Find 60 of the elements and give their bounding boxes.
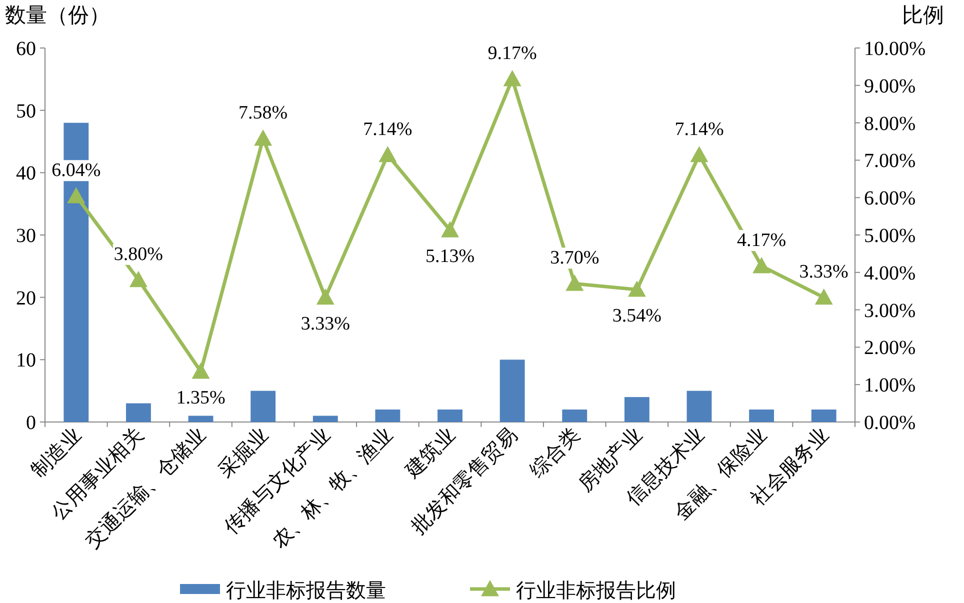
- legend-label: 行业非标报告比例: [516, 580, 676, 602]
- bar: [312, 416, 338, 422]
- y2-tick-label: 0.00%: [864, 412, 916, 434]
- point: [690, 146, 708, 162]
- data-label: 7.14%: [363, 118, 412, 140]
- y-tick-label: 10: [16, 350, 36, 372]
- point: [814, 288, 833, 305]
- y-tick-label: 60: [16, 38, 36, 60]
- y2-tick-label: 7.00%: [864, 150, 916, 172]
- data-label: 5.13%: [425, 246, 475, 268]
- y-tick-label: 0: [26, 412, 36, 434]
- y2-tick-label: 3.00%: [864, 300, 916, 322]
- bar: [562, 410, 588, 422]
- y2-tick-label: 10.00%: [864, 38, 926, 60]
- data-label: 3.70%: [550, 248, 600, 269]
- bar: [500, 360, 525, 422]
- y-axis-title: 数量（份）: [5, 3, 110, 27]
- data-label: 3.54%: [612, 306, 662, 327]
- data-label: 1.35%: [176, 388, 226, 409]
- y2-tick-label: 1.00%: [864, 374, 916, 397]
- data-label: 4.17%: [737, 230, 786, 252]
- bar: [188, 416, 214, 422]
- point: [752, 257, 771, 274]
- point: [503, 70, 522, 86]
- bar: [375, 410, 400, 422]
- data-label: 3.80%: [114, 244, 164, 265]
- data-label: 7.58%: [238, 102, 288, 124]
- legend-label: 行业非标报告数量: [226, 580, 386, 602]
- y2-tick-label: 8.00%: [864, 112, 916, 135]
- bar: [126, 403, 151, 422]
- bar: [624, 397, 650, 422]
- point: [129, 270, 148, 288]
- y2-tick-label: 9.00%: [864, 75, 916, 98]
- y2-tick-label: 6.00%: [864, 188, 916, 210]
- y2-tick-label: 4.00%: [864, 262, 916, 284]
- bar: [438, 410, 462, 422]
- y2-tick-label: 2.00%: [864, 337, 916, 360]
- y-tick-label: 30: [16, 225, 36, 247]
- y2-tick-label: 5.00%: [864, 225, 916, 247]
- y-tick-label: 20: [16, 287, 36, 310]
- point: [192, 362, 210, 379]
- y-tick-label: 50: [16, 100, 36, 122]
- data-label: 3.33%: [300, 313, 350, 334]
- point: [566, 274, 584, 291]
- y2-axis-title: 比例: [902, 3, 944, 27]
- point: [67, 187, 86, 204]
- data-label: 6.04%: [52, 160, 101, 182]
- point: [316, 288, 334, 305]
- point: [441, 221, 459, 238]
- data-label: 7.14%: [674, 118, 724, 140]
- bar: [749, 410, 774, 422]
- data-label: 9.17%: [488, 43, 538, 64]
- point: [378, 146, 397, 162]
- bar: [686, 390, 712, 422]
- data-label: 3.33%: [799, 261, 849, 282]
- bar: [250, 390, 276, 422]
- point: [254, 130, 272, 146]
- point: [628, 280, 646, 297]
- y-tick-label: 40: [16, 162, 36, 185]
- bar: [811, 410, 836, 422]
